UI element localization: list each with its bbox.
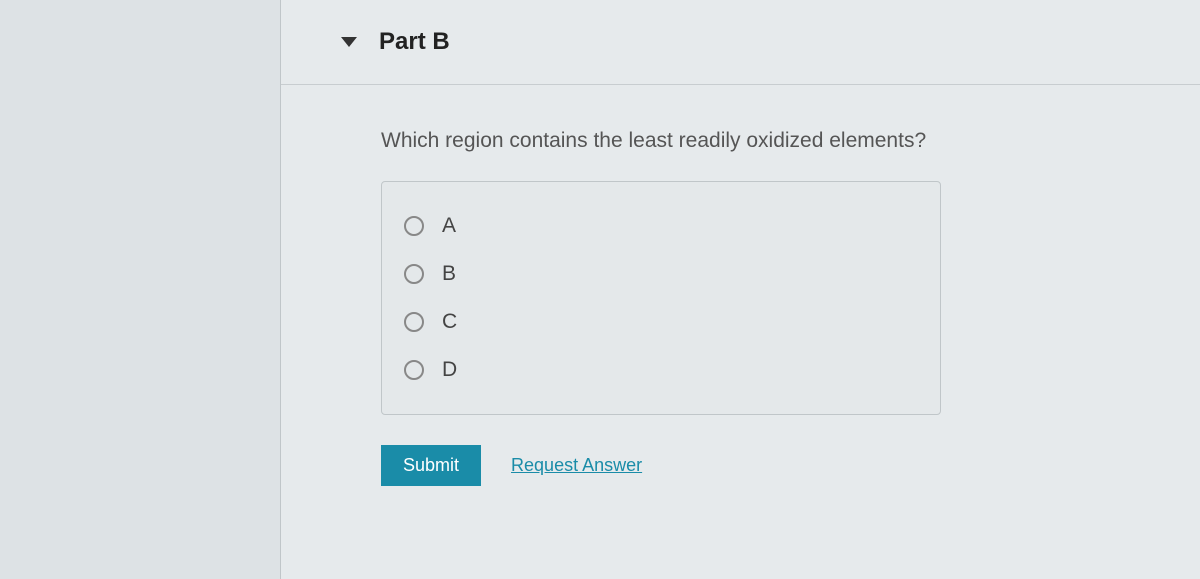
- chevron-down-icon: [341, 37, 357, 47]
- option-d[interactable]: D: [404, 346, 918, 394]
- radio-a[interactable]: [404, 216, 424, 236]
- option-label: C: [442, 310, 457, 334]
- option-label: D: [442, 358, 457, 382]
- submit-button[interactable]: Submit: [381, 445, 481, 486]
- request-answer-link[interactable]: Request Answer: [511, 455, 642, 476]
- actions-row: Submit Request Answer: [381, 445, 1140, 486]
- option-b[interactable]: B: [404, 250, 918, 298]
- radio-b[interactable]: [404, 264, 424, 284]
- question-panel: Part B Which region contains the least r…: [280, 0, 1200, 579]
- options-box: A B C D: [381, 181, 941, 415]
- section-title: Part B: [379, 28, 450, 56]
- option-a[interactable]: A: [404, 202, 918, 250]
- section-header[interactable]: Part B: [281, 0, 1200, 85]
- question-content: Which region contains the least readily …: [281, 85, 1200, 486]
- radio-c[interactable]: [404, 312, 424, 332]
- option-label: B: [442, 262, 456, 286]
- left-margin: [0, 0, 280, 579]
- option-label: A: [442, 214, 456, 238]
- question-text: Which region contains the least readily …: [381, 129, 1140, 153]
- radio-d[interactable]: [404, 360, 424, 380]
- option-c[interactable]: C: [404, 298, 918, 346]
